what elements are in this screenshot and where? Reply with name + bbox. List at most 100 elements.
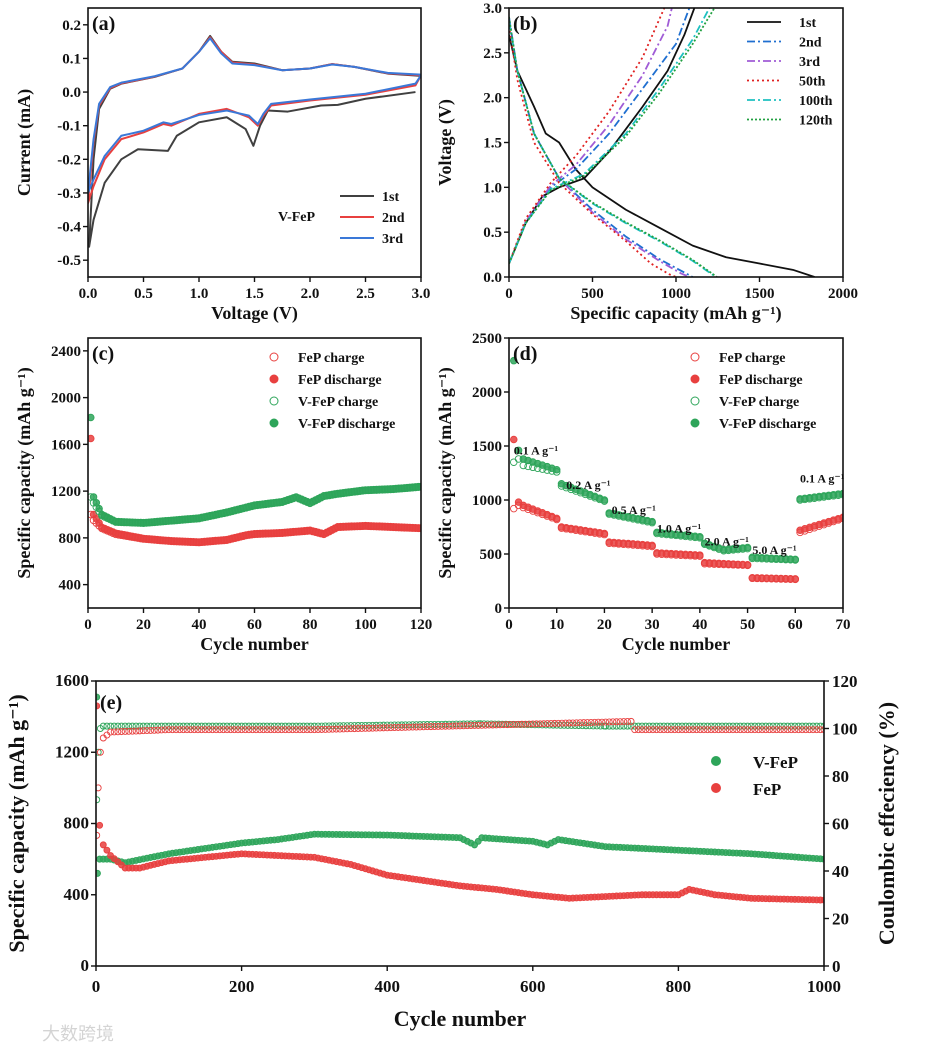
data-point: [281, 726, 289, 734]
data-point: [682, 726, 690, 734]
x-axis-label: Specific capacity (mAh g⁻¹): [570, 303, 781, 324]
data-point: [798, 722, 806, 730]
data-point: [471, 722, 479, 729]
data-point: [540, 720, 548, 728]
data-point: [423, 721, 431, 728]
data-point: [238, 726, 246, 734]
data-point: [736, 722, 744, 730]
data-point: [758, 726, 766, 734]
data-point: [791, 575, 800, 583]
data-point: [365, 724, 373, 732]
data-point: [587, 718, 595, 726]
series-line-50th-charge: [509, 8, 666, 264]
series-line-1st-discharge: [509, 34, 815, 277]
data-point: [496, 721, 504, 729]
data-point: [787, 726, 795, 734]
data-point: [183, 726, 191, 734]
data-point: [201, 726, 209, 734]
data-point: [147, 722, 155, 730]
data-point: [427, 723, 435, 731]
y-tick-label: 0.2: [62, 18, 81, 34]
data-point: [638, 722, 646, 730]
data-point: [223, 726, 231, 734]
data-point: [649, 726, 657, 734]
data-point: [631, 726, 639, 734]
series-line-100th-discharge: [509, 21, 717, 277]
rate-annotation: 2.0 A g⁻¹: [705, 534, 750, 548]
data-point: [372, 724, 380, 732]
data-point: [154, 726, 162, 734]
data-point: [656, 722, 664, 730]
data-point: [143, 727, 151, 735]
legend-title: V-FeP: [278, 210, 315, 225]
panel-b: 0 500 1000 1500 2000 0.0 0.5 1.0 1.5 2.0 2.5 3.0 Spe…: [435, 1, 858, 324]
data-point: [600, 529, 609, 538]
data-point: [303, 722, 311, 730]
data-point: [92, 499, 101, 507]
data-point: [358, 724, 366, 732]
data-point: [281, 722, 289, 730]
data-point: [802, 726, 810, 734]
data-point: [689, 726, 697, 734]
series-line-3rd-discharge: [509, 21, 690, 277]
data-point: [529, 720, 537, 728]
data-point: [510, 435, 518, 444]
data-point: [176, 722, 184, 730]
data-point: [813, 726, 821, 734]
data-point: [249, 722, 256, 730]
x-tick-label: 10: [549, 617, 564, 633]
data-point: [552, 466, 561, 474]
data-point: [809, 726, 817, 734]
data-point: [743, 543, 752, 552]
data-point: [769, 726, 777, 734]
legend-label: 3rd: [799, 55, 820, 70]
x-tick-label: 0: [84, 617, 92, 633]
data-point: [503, 721, 511, 729]
x-axis-label: Cycle number: [394, 1006, 527, 1031]
data-point: [682, 722, 690, 730]
data-point: [565, 719, 573, 727]
x-tick-label: 400: [374, 977, 400, 996]
series-line-2nd-discharge: [509, 16, 694, 277]
data-point: [310, 722, 318, 730]
data-point: [434, 722, 442, 730]
data-point: [252, 726, 260, 734]
panel-e: 0 200 400 600 800 100004008001200160002040608…: [4, 671, 899, 1031]
data-point: [369, 724, 377, 732]
y-right-axis-label: Coulombic effeciency (%): [874, 702, 899, 945]
x-tick-label: 50: [740, 617, 755, 633]
data-point: [227, 722, 235, 730]
data-point: [791, 555, 800, 564]
data-point: [340, 725, 347, 733]
data-point: [558, 719, 566, 727]
legend-marker: [711, 756, 721, 766]
data-point: [762, 726, 770, 734]
x-tick-label: 1.0: [190, 286, 209, 302]
data-point: [380, 724, 388, 732]
data-point: [693, 726, 701, 734]
legend: V-FeP 1st 2nd 3rd: [278, 190, 405, 247]
y-axis-label: Specific capacity (mAh g⁻¹): [435, 367, 456, 578]
data-point: [103, 846, 111, 854]
data-point: [805, 726, 813, 734]
data-point: [776, 726, 784, 734]
data-point: [725, 722, 733, 730]
data-point: [416, 721, 424, 729]
data-point: [194, 726, 202, 734]
data-point: [552, 514, 561, 523]
y-tick-label: 500: [480, 547, 503, 563]
data-point: [139, 722, 147, 730]
data-point: [631, 722, 639, 730]
data-point: [88, 413, 95, 422]
data-point: [805, 722, 813, 730]
data-point: [110, 728, 118, 736]
data-point: [445, 720, 453, 728]
data-point: [602, 722, 610, 730]
data-point: [431, 720, 438, 728]
y-tick-label: 2.0: [483, 91, 502, 107]
data-point: [401, 723, 409, 731]
rate-annotation: 0.1 A g⁻¹: [514, 444, 559, 458]
legend-label: FeP discharge: [298, 373, 382, 388]
data-point: [99, 841, 107, 849]
